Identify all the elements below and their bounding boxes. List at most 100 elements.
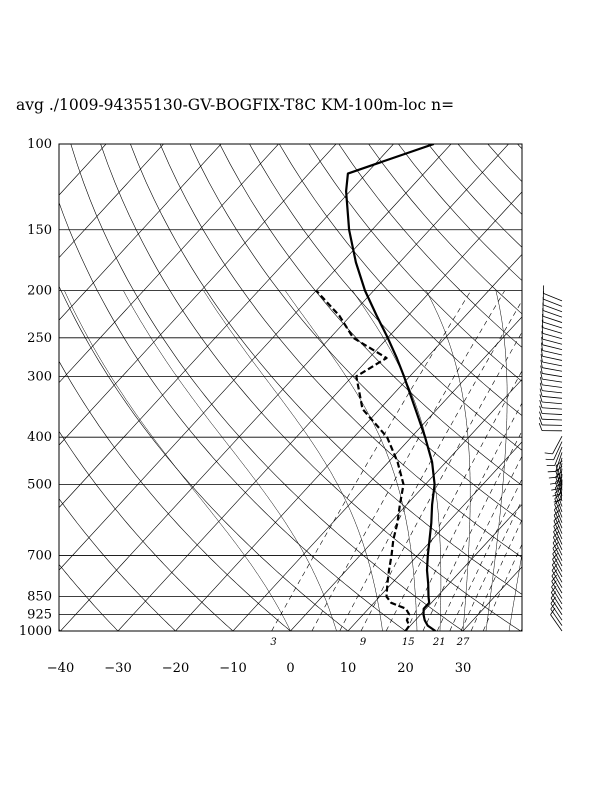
wind-barb-flag: [539, 411, 543, 420]
wind-barb-flag: [541, 331, 544, 340]
wind-barb: [541, 418, 563, 421]
mixing-ratio-line: [385, 370, 522, 631]
wind-barb: [542, 321, 563, 329]
wind-barb-flag: [539, 405, 543, 414]
pressure-tick-label: 400: [27, 430, 52, 445]
wind-barb-flag: [541, 319, 544, 328]
wind-barb-flag: [552, 536, 559, 544]
wind-barb-flag: [552, 552, 559, 560]
wind-barb-flag: [539, 376, 543, 385]
moist-adiabat-line: [425, 290, 471, 631]
dry-adiabat-line: [130, 144, 522, 595]
wind-barb: [543, 304, 563, 313]
wind-barb: [542, 361, 563, 367]
wind-barb: [551, 581, 563, 599]
dry-adiabat-line: [189, 144, 522, 522]
wind-barb-flag: [540, 354, 543, 363]
wind-barb-flag: [550, 482, 559, 485]
wind-barb: [542, 367, 563, 372]
pressure-tick-label: 250: [27, 331, 52, 346]
plot-frame: [58, 143, 523, 632]
wind-barb: [552, 537, 563, 556]
wind-barb: [542, 333, 563, 340]
dry-adiabat-line: [249, 144, 522, 451]
wind-barb-flag: [553, 520, 560, 527]
wind-barb: [560, 479, 563, 500]
wind-barb-flag: [552, 547, 559, 555]
pressure-tick-label: 850: [27, 590, 52, 605]
wind-barb: [554, 498, 563, 518]
mixing-ratio-line: [470, 519, 522, 631]
temperature-profile: [345, 144, 437, 631]
wind-barb: [550, 592, 563, 610]
wind-barb: [542, 407, 563, 410]
wind-barb-flag: [539, 394, 543, 403]
mixing-ratio-line: [311, 290, 505, 631]
wind-barb-flag: [545, 458, 554, 461]
wind-barb-flag: [540, 348, 543, 357]
dry-adiabat-line: [59, 201, 406, 631]
wind-barb: [550, 614, 563, 632]
wind-barb-flag: [548, 476, 557, 479]
wind-barb: [551, 575, 563, 594]
dry-adiabat-line: [308, 144, 522, 382]
wind-barb: [542, 373, 563, 378]
pressure-tick-label: 300: [27, 369, 52, 384]
wind-barb: [554, 504, 563, 523]
wind-barb-flag: [552, 542, 559, 549]
dry-adiabat-line: [219, 144, 522, 486]
pressure-tick-label: 100: [27, 137, 52, 152]
wind-barb-flag: [541, 342, 543, 351]
wind-barb: [553, 441, 563, 460]
wind-barb: [542, 315, 563, 323]
dry-adiabat-line: [59, 563, 119, 631]
wind-barb-flag: [539, 399, 543, 408]
dry-adiabat-line: [338, 144, 522, 348]
wind-barb: [542, 327, 563, 334]
pressure-tick-label: 925: [27, 608, 52, 623]
isotherm-line: [59, 144, 452, 571]
temperature-tick-label: 10: [340, 661, 357, 676]
wind-barb: [542, 401, 563, 405]
isotherm-line: [59, 144, 394, 509]
wind-barb: [552, 559, 563, 578]
wind-barb-flag: [553, 525, 560, 533]
isotherm-line: [60, 144, 509, 631]
wind-barb: [542, 355, 563, 361]
wind-barb: [552, 548, 563, 567]
wind-barb-flag: [552, 531, 560, 538]
isotherm-line: [405, 503, 522, 631]
isotherm-line: [347, 441, 522, 631]
dry-adiabat-line: [70, 144, 464, 631]
wind-barb-flag: [540, 371, 543, 380]
temperature-tick-label: −10: [219, 661, 246, 676]
wind-barb-flag: [541, 325, 544, 334]
wind-barb: [542, 350, 563, 356]
wind-barb: [542, 378, 563, 383]
wind-barb: [542, 344, 563, 351]
mixing-ratio-line: [460, 499, 522, 631]
mixing-ratio-label: 3: [270, 637, 276, 648]
wind-barb: [552, 436, 563, 455]
wind-barb: [542, 338, 563, 345]
wind-barb: [559, 474, 563, 495]
pressure-tick-label: 1000: [19, 624, 52, 639]
moist-adiabat-line: [64, 290, 291, 631]
isotherm-line: [462, 566, 522, 631]
mixing-ratio-label: 9: [360, 637, 367, 648]
wind-barb: [552, 553, 563, 572]
dry-adiabat-line: [159, 144, 522, 558]
dry-adiabat-line: [517, 144, 522, 150]
isotherm-line: [578, 144, 612, 631]
chart-title: avg ./1009-94355130-GV-BOGFIX-T8C KM-100…: [16, 96, 455, 114]
pressure-tick-label: 500: [27, 477, 52, 492]
wind-barb: [555, 482, 563, 502]
mixing-ratio-label: 27: [456, 637, 470, 648]
wind-barb: [551, 586, 563, 605]
wind-barb: [552, 542, 563, 561]
moist-adiabat-line: [123, 290, 337, 631]
isotherm-line: [232, 316, 522, 631]
wind-barb: [542, 390, 563, 394]
